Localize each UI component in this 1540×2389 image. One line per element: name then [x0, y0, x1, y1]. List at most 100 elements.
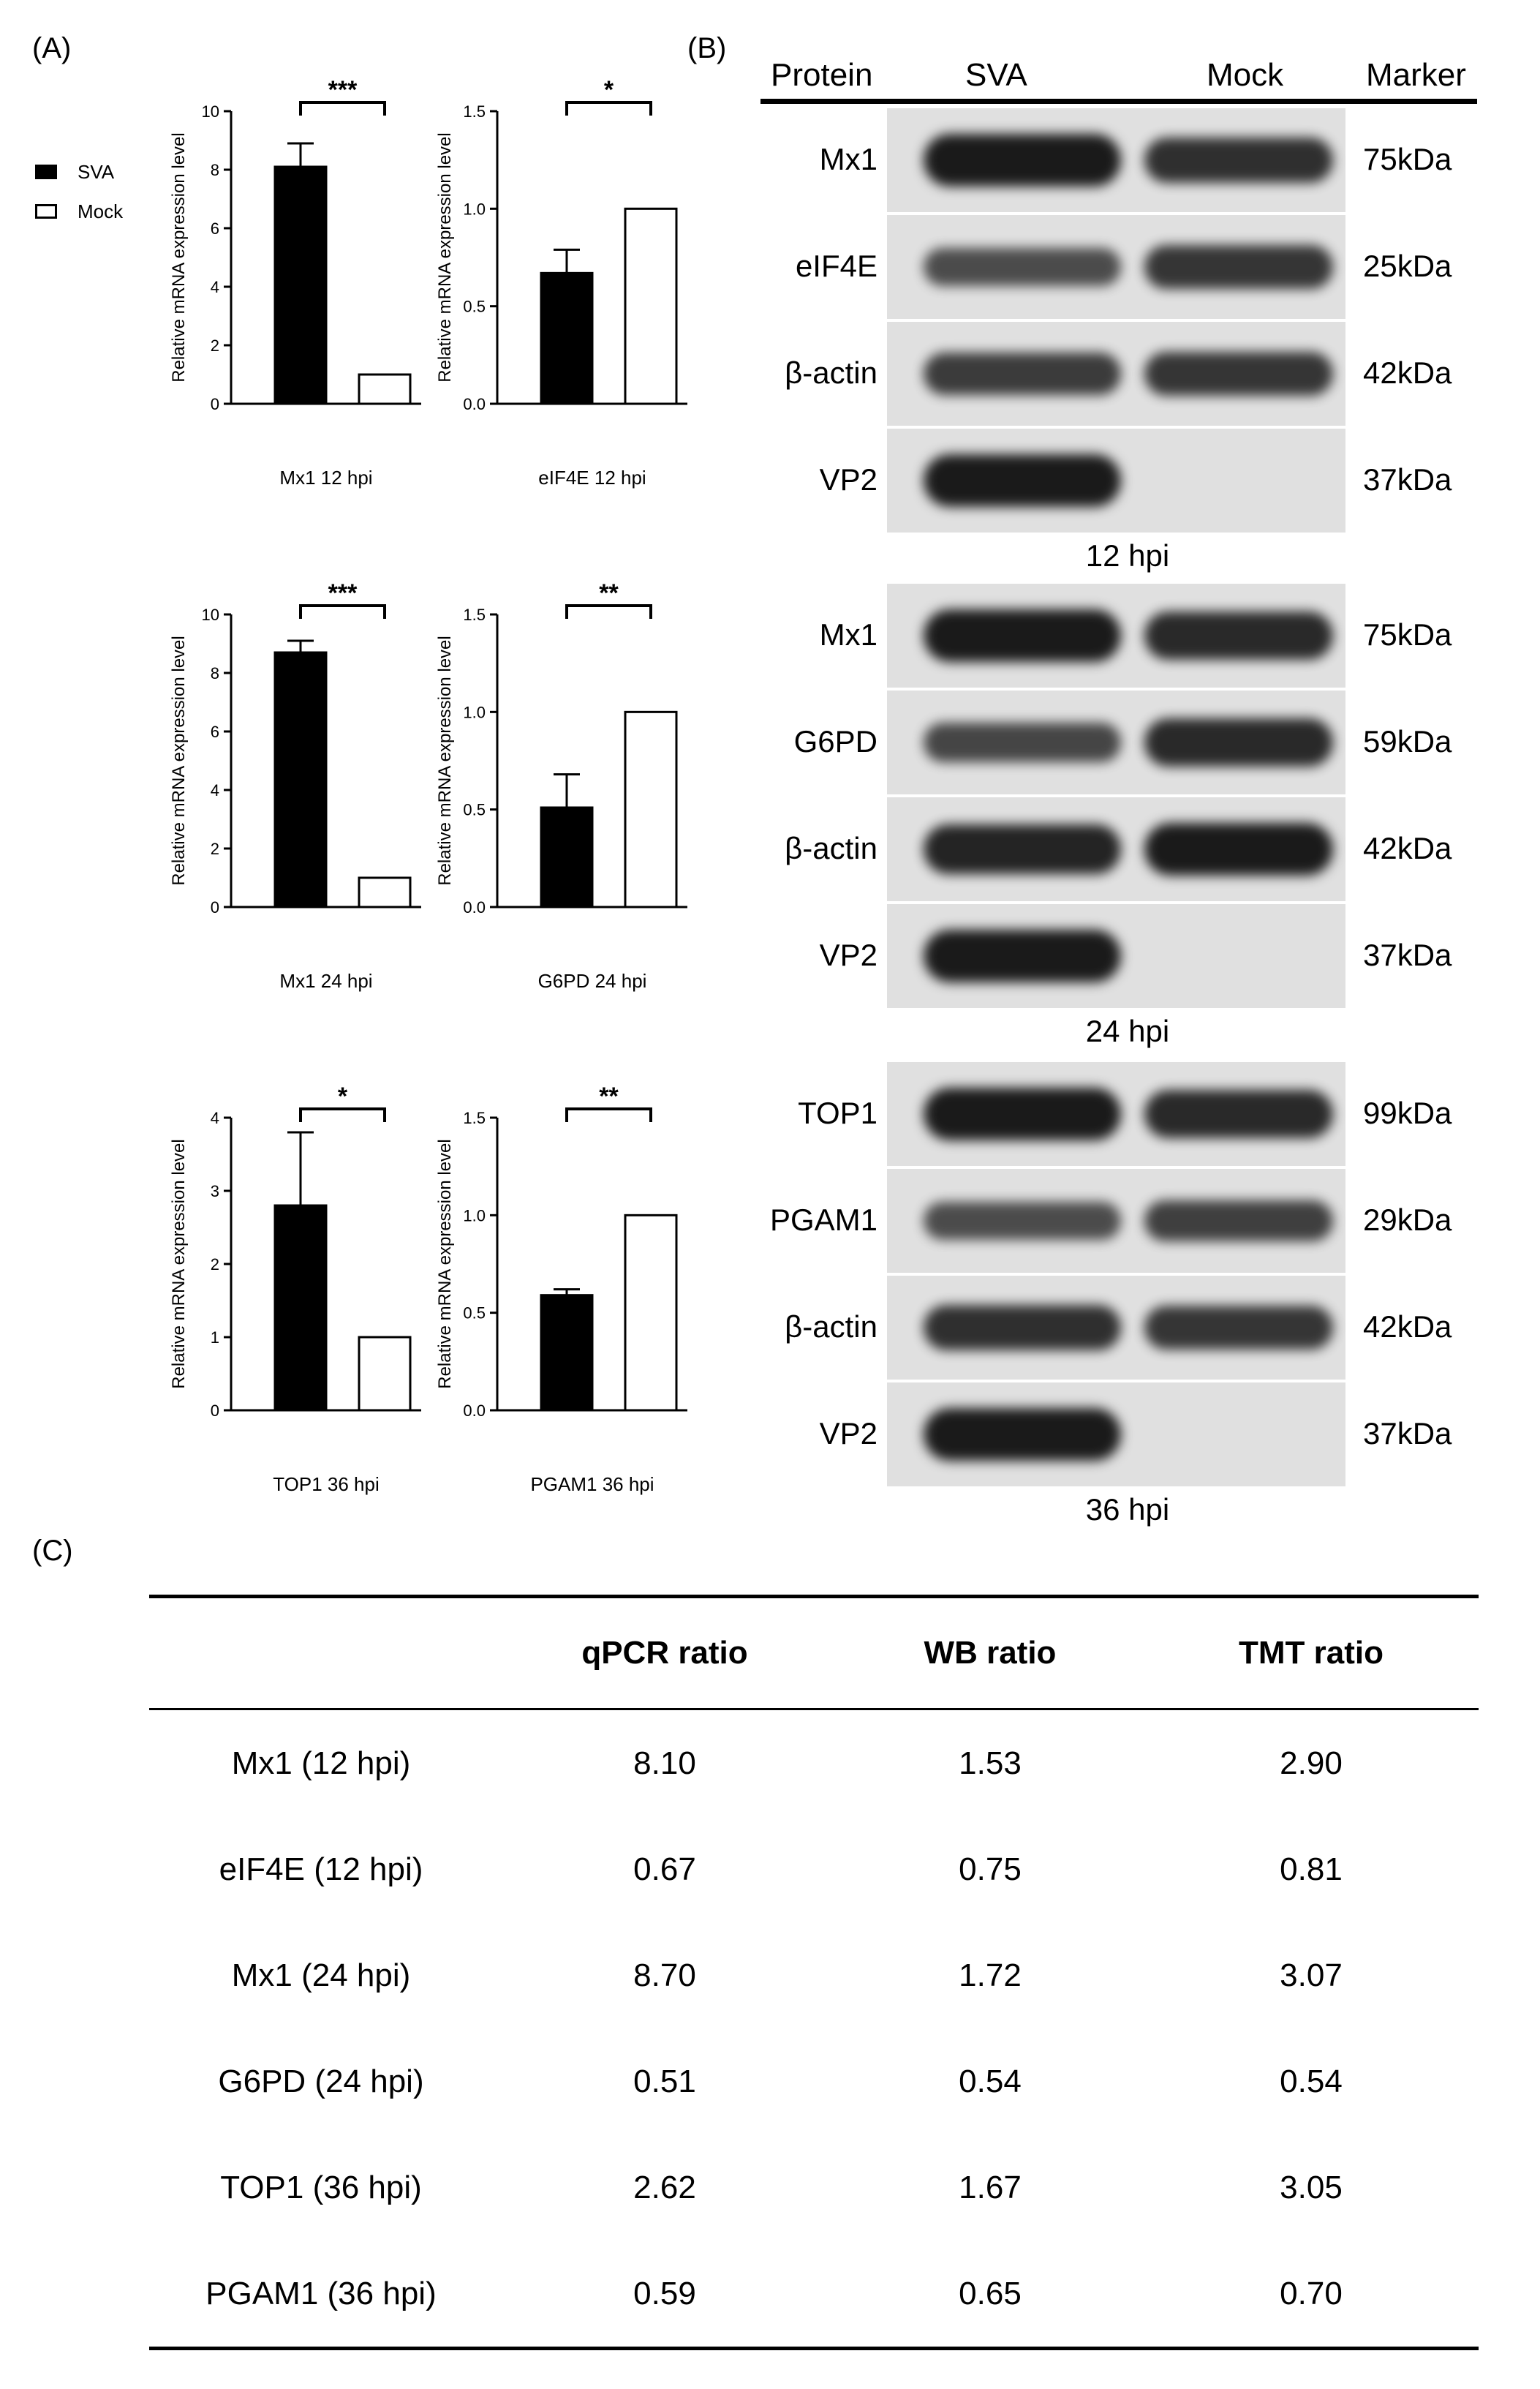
legend-swatch-mock [35, 204, 57, 219]
chart-title: Mx1 12 hpi [279, 467, 372, 489]
wb-band-mock [1144, 244, 1333, 290]
significance-label: ** [599, 579, 619, 607]
table-cell: 0.70 [1280, 2275, 1343, 2311]
bar-mock [624, 207, 678, 405]
wb-marker-label: 37kDa [1363, 938, 1452, 972]
wb-protein-label: TOP1 [798, 1096, 877, 1130]
bar-sva [540, 271, 594, 405]
bar-chart: 0 1 2 3 4 Relative mRNA expression level * TOP1… [169, 1083, 421, 1495]
significance-bracket [299, 1107, 386, 1122]
wb-protein-label: PGAM1 [769, 1203, 877, 1237]
y-tick-label: 10 [202, 606, 219, 624]
table-body: Mx1 (12 hpi) 8.10 1.53 2.90 eIF4E (12 hpi) 0.… [149, 1710, 1479, 2347]
table-cell: 3.07 [1280, 1957, 1343, 1993]
wb-band-sva [924, 454, 1121, 507]
table-cell: 8.10 [633, 1745, 696, 1781]
wb-band-mock [1144, 823, 1333, 876]
significance-bracket [299, 101, 386, 116]
wb-marker-label: 59kDa [1363, 724, 1452, 759]
wb-band-sva [924, 248, 1121, 286]
y-tick-label: 0.5 [463, 1304, 486, 1323]
y-tick-label: 1.5 [463, 606, 486, 624]
wb-marker-label: 75kDa [1363, 617, 1452, 652]
panel-label-a: (A) [32, 32, 72, 64]
wb-band-sva [924, 609, 1121, 662]
table-cell: 2.62 [633, 2169, 696, 2205]
table-row: G6PD (24 hpi) 0.51 0.54 0.54 [149, 2028, 1479, 2134]
wb-marker-label: 42kDa [1363, 1309, 1452, 1344]
wb-header-sva: SVA [965, 57, 1027, 93]
significance-label: *** [328, 76, 358, 104]
y-tick-label: 0 [211, 898, 219, 917]
wb-marker-label: 42kDa [1363, 831, 1452, 865]
table-cell: 2.90 [1280, 1745, 1343, 1781]
significance-label: * [604, 76, 614, 104]
wb-time-label: 12 hpi [1085, 538, 1170, 573]
y-axis-label: Relative mRNA expression level [169, 636, 189, 885]
wb-band-mock [1144, 137, 1333, 184]
y-tick-label: 4 [211, 781, 219, 800]
wb-marker-label: 42kDa [1363, 355, 1452, 390]
wb-protein-label: β-actin [785, 1309, 877, 1344]
y-axis-label: Relative mRNA expression level [169, 132, 189, 382]
legend-item-sva: SVA [35, 152, 123, 192]
y-tick-label: 0 [211, 1402, 219, 1420]
y-tick-label: 1.5 [463, 1109, 486, 1127]
wb-band-sva [924, 824, 1121, 874]
y-tick-label: 2 [211, 336, 219, 355]
wb-protein-label: β-actin [785, 831, 877, 865]
panel-label-c: (C) [32, 1535, 73, 1567]
y-tick-label: 1.0 [463, 1206, 486, 1224]
y-tick-label: 3 [211, 1182, 219, 1200]
table-cell: 0.67 [633, 1851, 696, 1887]
wb-protein-label: VP2 [819, 938, 877, 972]
table-cell: 0.51 [633, 2063, 696, 2099]
bar-mock [358, 876, 412, 908]
chart-title: G6PD 24 hpi [538, 970, 647, 992]
y-tick-label: 2 [211, 1255, 219, 1273]
wb-blot-strip [887, 322, 1345, 426]
wb-band-sva [924, 1304, 1121, 1351]
wb-protein-label: G6PD [793, 724, 877, 759]
table-row: eIF4E (12 hpi) 0.67 0.75 0.81 [149, 1816, 1479, 1922]
table-row: TOP1 (36 hpi) 2.62 1.67 3.05 [149, 2134, 1479, 2241]
bar-mock [624, 710, 678, 908]
wb-blot-strip [887, 797, 1345, 901]
table-cell: 8.70 [633, 1957, 696, 1993]
table-cell: 0.65 [959, 2275, 1022, 2311]
bar-mock [624, 1214, 678, 1412]
wb-header-rule [760, 99, 1477, 104]
wb-band-mock [1144, 718, 1333, 767]
wb-marker-label: 99kDa [1363, 1096, 1452, 1130]
y-axis-label: Relative mRNA expression level [435, 132, 455, 382]
wb-marker-label: 37kDa [1363, 1416, 1452, 1451]
y-tick-label: 0.0 [463, 898, 486, 917]
wb-header-protein: Protein [771, 57, 873, 93]
legend-label-mock: Mock [78, 200, 124, 222]
legend-swatch-sva [35, 165, 57, 179]
bar-mock [358, 373, 412, 405]
significance-bracket [299, 604, 386, 619]
bar-chart: 0.0 0.5 1.0 1.5 Relative mRNA expression lev… [435, 1083, 687, 1495]
table-header-cell: qPCR ratio [581, 1635, 748, 1671]
wb-band-sva [924, 1088, 1121, 1140]
wb-band-sva [924, 930, 1121, 982]
wb-header-marker: Marker [1366, 57, 1466, 93]
chart-title: Mx1 24 hpi [279, 970, 372, 992]
bar-chart: 0 2 4 6 8 10 Relative mRNA expression level ***… [169, 76, 421, 489]
table-row: Mx1 (12 hpi) 8.10 1.53 2.90 [149, 1710, 1479, 1816]
table-cell: 0.75 [959, 1851, 1022, 1887]
wb-protein-label: Mx1 [819, 142, 877, 176]
y-tick-label: 4 [211, 1109, 219, 1127]
table-bottom-rule [149, 2347, 1479, 2350]
wb-blot-strip [887, 1062, 1345, 1166]
table-cell: 0.54 [1280, 2063, 1343, 2099]
wb-blot-strip [887, 1169, 1345, 1273]
bar-sva [540, 1294, 594, 1412]
legend: SVA Mock [35, 152, 123, 231]
wb-band-sva [924, 134, 1121, 187]
y-tick-label: 0.0 [463, 1402, 486, 1420]
table-row-label: Mx1 (12 hpi) [231, 1745, 411, 1781]
chart-title: eIF4E 12 hpi [538, 467, 646, 489]
